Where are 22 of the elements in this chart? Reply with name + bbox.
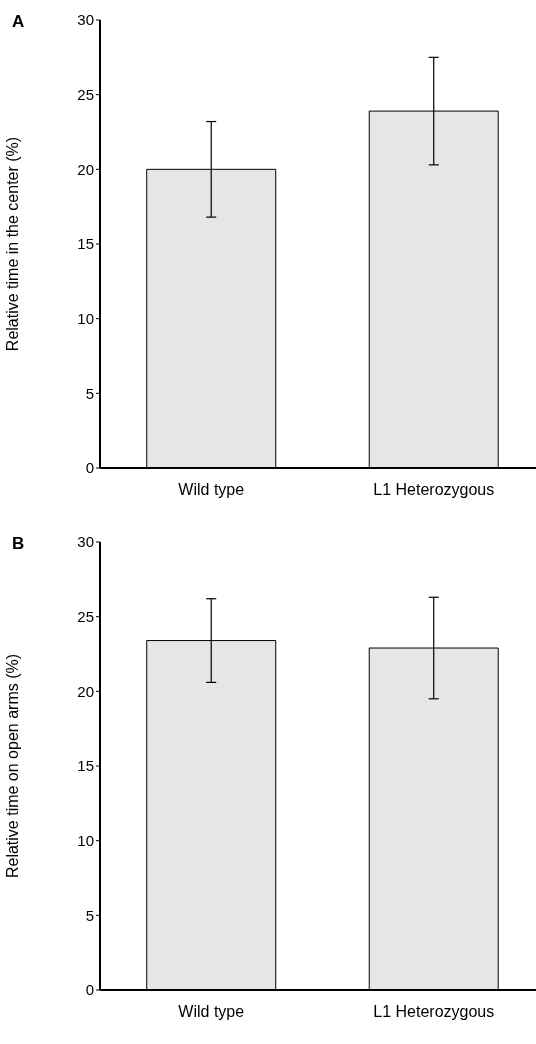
y-tick-label: 10 [77,309,94,327]
y-tick-label: 0 [85,459,94,477]
y-axis-title: Relative time in the center (%) [3,136,21,352]
y-tick-label: 30 [77,11,94,29]
y-tick-label: 20 [77,682,94,700]
x-tick-label: L1 Heterozygous [373,481,495,499]
x-tick-label: L1 Heterozygous [373,1003,495,1021]
y-tick-label: 15 [77,235,94,253]
y-tick-label: 15 [77,757,94,775]
y-tick-label: 25 [77,607,94,625]
y-tick-label: 0 [85,981,94,999]
y-tick-label: 30 [77,533,94,551]
y-tick-label: 5 [85,906,94,924]
chart-title: B [12,534,25,554]
y-tick-label: 5 [85,384,94,402]
y-axis-title: Relative time on open arms (%) [3,653,21,879]
y-tick-label: 10 [77,831,94,849]
y-tick-label: 20 [77,160,94,178]
chart-title: A [12,12,25,32]
x-tick-label: Wild type [178,481,245,499]
y-tick-label: 25 [77,85,94,103]
x-tick-label: Wild type [178,1003,245,1021]
